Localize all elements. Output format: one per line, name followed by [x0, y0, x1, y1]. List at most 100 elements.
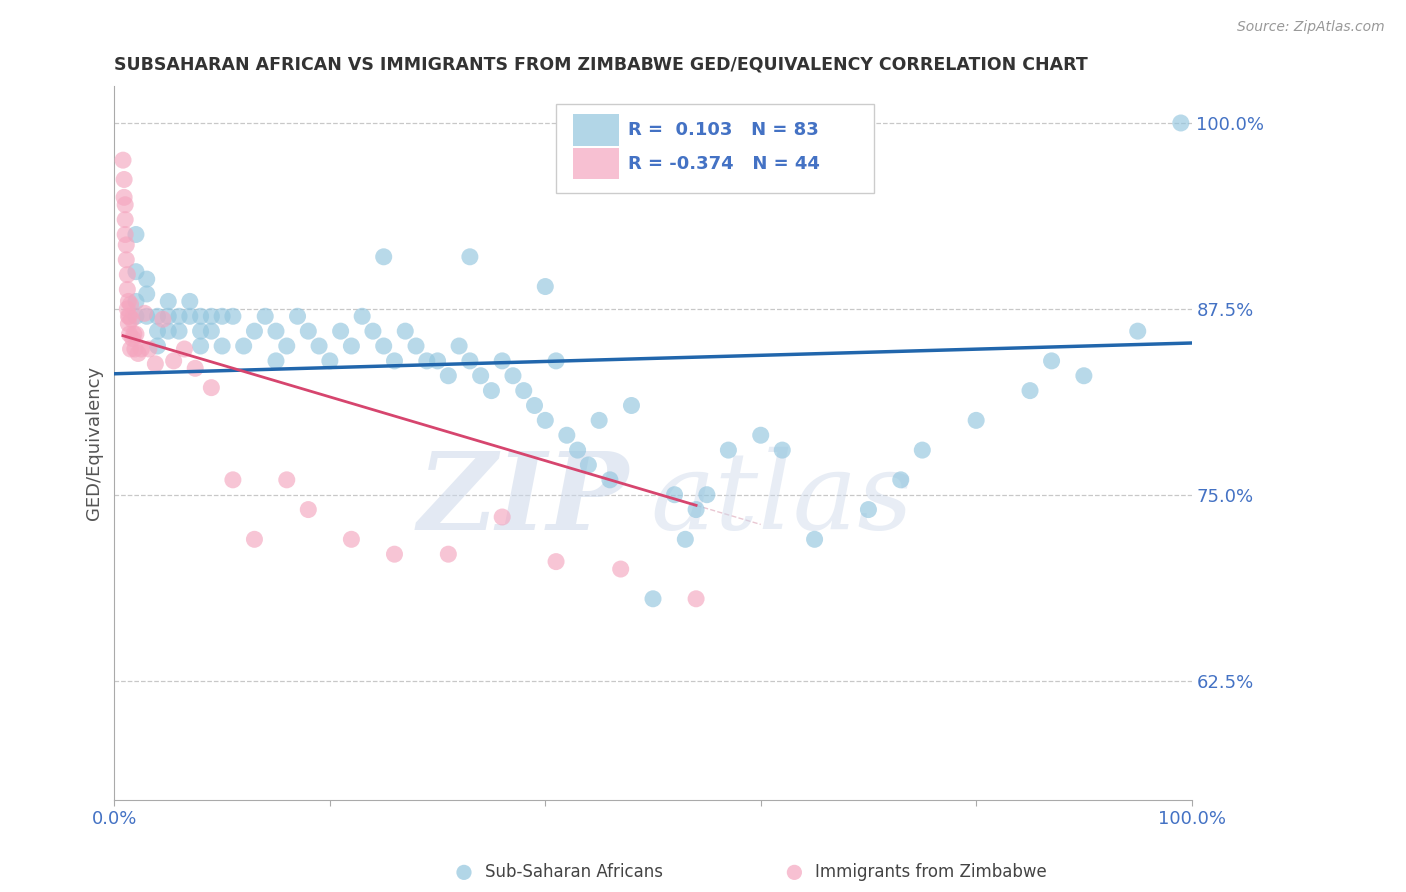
- Point: [200, 381, 222, 395]
- Point: [264, 354, 287, 368]
- Point: [211, 339, 233, 353]
- Point: [138, 342, 160, 356]
- Point: [179, 294, 201, 309]
- Text: atlas: atlas: [651, 447, 914, 552]
- Point: [308, 339, 330, 353]
- Point: [373, 250, 395, 264]
- Text: R = -0.374   N = 44: R = -0.374 N = 44: [628, 154, 820, 172]
- Point: [146, 310, 169, 324]
- Point: [673, 533, 696, 547]
- Point: [152, 312, 174, 326]
- Point: [118, 310, 141, 324]
- Point: [146, 339, 169, 353]
- Point: [143, 357, 166, 371]
- Point: [394, 324, 416, 338]
- Point: [1019, 384, 1042, 398]
- Point: [319, 354, 342, 368]
- Point: [117, 310, 139, 324]
- Point: [114, 198, 136, 212]
- Text: Source: ZipAtlas.com: Source: ZipAtlas.com: [1237, 20, 1385, 34]
- Point: [297, 502, 319, 516]
- Text: Sub-Saharan Africans: Sub-Saharan Africans: [485, 863, 664, 881]
- Point: [114, 227, 136, 242]
- Point: [114, 212, 136, 227]
- Point: [120, 342, 142, 356]
- Point: [125, 265, 148, 279]
- Point: [127, 346, 149, 360]
- Point: [361, 324, 384, 338]
- Point: [276, 339, 298, 353]
- Point: [243, 533, 266, 547]
- Point: [770, 443, 793, 458]
- Point: [491, 354, 513, 368]
- Point: [135, 272, 157, 286]
- Point: [232, 339, 254, 353]
- Point: [131, 342, 153, 356]
- Point: [190, 324, 212, 338]
- Point: [534, 279, 557, 293]
- Point: [222, 473, 245, 487]
- Point: [329, 324, 352, 338]
- Point: [965, 413, 987, 427]
- Point: [190, 310, 212, 324]
- Point: [112, 153, 135, 168]
- Point: [254, 310, 277, 324]
- Point: [117, 283, 139, 297]
- Point: [523, 399, 546, 413]
- Point: [117, 268, 139, 282]
- Point: [352, 310, 374, 324]
- Point: [297, 324, 319, 338]
- Point: [567, 443, 589, 458]
- FancyBboxPatch shape: [574, 114, 619, 145]
- Point: [135, 287, 157, 301]
- Point: [685, 502, 707, 516]
- Point: [416, 354, 439, 368]
- Point: [163, 354, 186, 368]
- Point: [276, 473, 298, 487]
- Point: [405, 339, 427, 353]
- Point: [384, 354, 406, 368]
- Point: [179, 310, 201, 324]
- Point: [264, 324, 287, 338]
- Point: [125, 327, 148, 342]
- Point: [513, 384, 536, 398]
- Point: [555, 428, 578, 442]
- Point: [112, 172, 135, 186]
- Point: [534, 413, 557, 427]
- Point: [911, 443, 934, 458]
- Point: [117, 317, 139, 331]
- Point: [858, 502, 880, 516]
- Point: [641, 591, 664, 606]
- Point: [685, 591, 707, 606]
- Point: [167, 310, 190, 324]
- Point: [117, 301, 139, 316]
- Point: [1126, 324, 1149, 338]
- Point: [157, 324, 180, 338]
- Point: [222, 310, 245, 324]
- FancyBboxPatch shape: [574, 148, 619, 179]
- Point: [890, 473, 912, 487]
- FancyBboxPatch shape: [555, 103, 873, 193]
- Point: [243, 324, 266, 338]
- Point: [184, 361, 207, 376]
- Point: [167, 324, 190, 338]
- Point: [437, 547, 460, 561]
- Point: [481, 384, 503, 398]
- Point: [112, 190, 135, 204]
- Point: [458, 250, 481, 264]
- Point: [134, 306, 156, 320]
- Point: [576, 458, 599, 472]
- Point: [384, 547, 406, 561]
- Point: [173, 342, 195, 356]
- Point: [340, 339, 363, 353]
- Point: [125, 310, 148, 324]
- Point: [135, 310, 157, 324]
- Point: [620, 399, 643, 413]
- Point: [200, 324, 222, 338]
- Point: [118, 327, 141, 342]
- Point: [609, 562, 631, 576]
- Point: [599, 473, 621, 487]
- Point: [117, 294, 139, 309]
- Point: [544, 555, 567, 569]
- Point: [124, 342, 146, 356]
